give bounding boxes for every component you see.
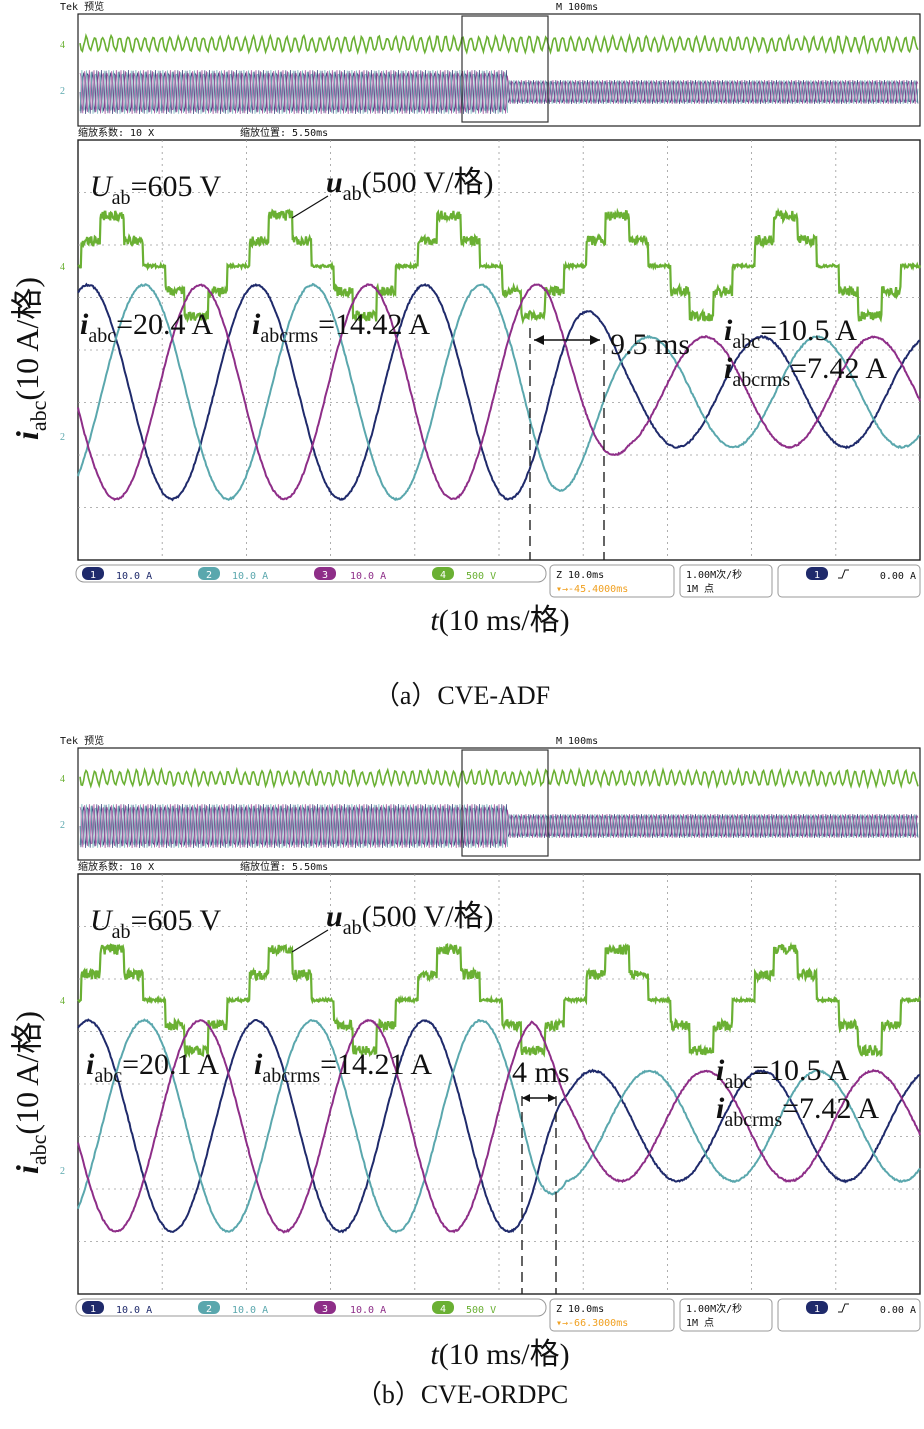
svg-text:2: 2: [206, 1304, 212, 1315]
zoom-timebase: Z 10.0ms: [556, 1304, 604, 1315]
channel-3-scale: 10.0 A: [350, 1305, 386, 1316]
svg-text:1: 1: [90, 570, 96, 581]
timebase-label: M 100ms: [556, 2, 598, 13]
channel-1-scale: 10.0 A: [116, 571, 152, 582]
zoom-factor-label: 缩放系数: 10 X: [78, 860, 154, 873]
channel-2-badge[interactable]: 2: [198, 567, 220, 581]
channel-2-badge[interactable]: 2: [198, 1301, 220, 1315]
sample-rate: 1.00M次/秒: [686, 568, 742, 581]
record-length: 1M 点: [686, 583, 714, 595]
x-axis-label: t(10 ms/格): [430, 604, 569, 637]
status-bar: 1 10.0 A 2 10.0 A 3 10.0 A 4 500 V Z 10.…: [76, 1299, 920, 1331]
channel-3-badge[interactable]: 3: [314, 567, 336, 581]
trigger-position: ▾→-66.3000ms: [556, 1318, 628, 1329]
trigger-channel-badge[interactable]: 1: [806, 567, 828, 581]
figure-caption-b: （b）CVE-ORDPC: [0, 1374, 924, 1411]
ch4-ground-marker: 4: [60, 262, 65, 273]
figure-caption-a: （a）CVE-ADF: [0, 675, 924, 712]
channel-1-scale: 10.0 A: [116, 1305, 152, 1316]
record-length: 1M 点: [686, 1317, 714, 1329]
scope-panel-b: Tek 预览 M 100ms 4 2 缩放系数: 10 X 缩放位置: 5.50…: [0, 734, 924, 1404]
zoom-position-label: 缩放位置: 5.50ms: [240, 860, 328, 873]
channel-3-badge[interactable]: 3: [314, 1301, 336, 1315]
overview-marker-4: 4: [60, 774, 65, 785]
channel-2-scale: 10.0 A: [232, 571, 268, 582]
channel-4-badge[interactable]: 4: [432, 1301, 454, 1315]
ch2-ground-marker: 2: [60, 432, 65, 443]
x-axis-label: t(10 ms/格): [430, 1338, 569, 1371]
overview-marker-2: 2: [60, 86, 65, 97]
sample-rate: 1.00M次/秒: [686, 1302, 742, 1315]
channel-1-badge[interactable]: 1: [82, 567, 104, 581]
delay-annotation: 9.5 ms: [610, 328, 690, 361]
zoom-position-label: 缩放位置: 5.50ms: [240, 126, 328, 139]
trigger-channel-badge[interactable]: 1: [806, 1301, 828, 1315]
trigger-level: 0.00 A: [880, 571, 916, 582]
channel-3-scale: 10.0 A: [350, 571, 386, 582]
timebase-label: M 100ms: [556, 736, 598, 747]
tek-label: Tek 预览: [60, 0, 104, 13]
svg-text:2: 2: [206, 570, 212, 581]
zoom-timebase: Z 10.0ms: [556, 570, 604, 581]
status-bar: 1 10.0 A 2 10.0 A 3 10.0 A 4 500 V Z 10.…: [76, 565, 920, 597]
svg-text:3: 3: [322, 1304, 328, 1315]
scope-figure-a: Tek 预览 M 100ms 4 2 缩放系数: 10 X 缩放位置: 5.50…: [0, 0, 924, 670]
overview-marker-2: 2: [60, 820, 65, 831]
delay-annotation: 4 ms: [512, 1056, 570, 1089]
ch4-ground-marker: 4: [60, 996, 65, 1007]
channel-1-badge[interactable]: 1: [82, 1301, 104, 1315]
trigger-position: ▾→-45.4000ms: [556, 584, 628, 595]
svg-text:1: 1: [90, 1304, 96, 1315]
y-axis-label: iabc(10 A/格): [9, 277, 51, 440]
scope-figure-b: Tek 预览 M 100ms 4 2 缩放系数: 10 X 缩放位置: 5.50…: [0, 734, 924, 1404]
channel-2-scale: 10.0 A: [232, 1305, 268, 1316]
scope-panel-a: Tek 预览 M 100ms 4 2 缩放系数: 10 X 缩放位置: 5.50…: [0, 0, 924, 670]
svg-text:1: 1: [814, 1304, 820, 1315]
ch2-ground-marker: 2: [60, 1166, 65, 1177]
channel-4-badge[interactable]: 4: [432, 567, 454, 581]
zoom-factor-label: 缩放系数: 10 X: [78, 126, 154, 139]
tek-label: Tek 预览: [60, 734, 104, 747]
y-axis-label: iabc(10 A/格): [9, 1011, 51, 1174]
svg-text:1: 1: [814, 570, 820, 581]
svg-text:4: 4: [440, 570, 446, 581]
svg-text:3: 3: [322, 570, 328, 581]
channel-4-scale: 500 V: [466, 1305, 496, 1316]
overview-marker-4: 4: [60, 40, 65, 51]
trigger-level: 0.00 A: [880, 1305, 916, 1316]
channel-4-scale: 500 V: [466, 571, 496, 582]
svg-text:4: 4: [440, 1304, 446, 1315]
